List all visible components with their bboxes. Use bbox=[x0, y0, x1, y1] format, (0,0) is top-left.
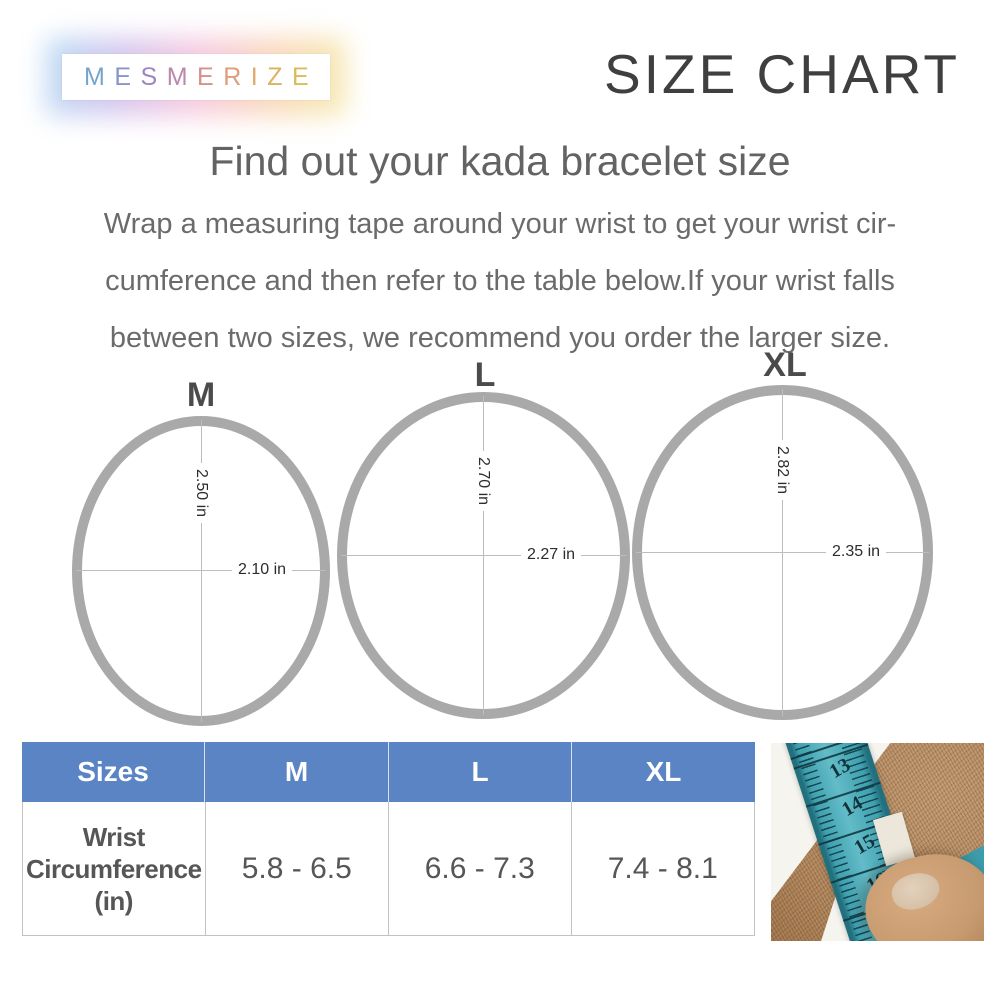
horizontal-diameter-label: 2.10 in bbox=[231, 560, 293, 580]
size-label-xl: XL bbox=[763, 346, 807, 384]
vertical-diameter-label: 2.70 in bbox=[472, 450, 494, 512]
vertical-diameter-label: 2.82 in bbox=[771, 439, 793, 501]
brand-letter: E bbox=[292, 62, 319, 91]
horizontal-diameter-label: 2.27 in bbox=[520, 545, 582, 565]
size-table-body-row: Wrist Circumference (in) 5.8 - 6.5 6.6 -… bbox=[22, 802, 755, 936]
intro-line: cumference and then refer to the table b… bbox=[105, 265, 895, 297]
brand-letter: M bbox=[166, 62, 198, 91]
header-cell-m: M bbox=[205, 742, 389, 802]
value-cell-xl: 7.4 - 8.1 bbox=[607, 851, 718, 885]
row-label-wrist-circumference: Wrist Circumference (in) bbox=[23, 802, 206, 935]
brand-letter: E bbox=[197, 62, 224, 91]
intro-paragraph: Wrap a measuring tape around your wrist … bbox=[0, 196, 1000, 367]
wrist-measurement-photo: 131415161718 bbox=[771, 743, 984, 941]
thumb-nail bbox=[887, 867, 945, 916]
vertical-diameter-label: 2.50 in bbox=[190, 462, 212, 524]
intro-line: Wrap a measuring tape around your wrist … bbox=[103, 208, 897, 240]
value-cell-l: 6.6 - 7.3 bbox=[389, 802, 572, 935]
horizontal-axis-line bbox=[636, 552, 929, 553]
bangle-diagram-xl: XL 2.82 in 2.35 in bbox=[625, 338, 945, 732]
horizontal-diameter-label: 2.35 in bbox=[825, 542, 887, 562]
brand-letter: M bbox=[84, 62, 115, 91]
header-cell-sizes: Sizes bbox=[22, 742, 205, 802]
section-heading: Find out your kada bracelet size bbox=[209, 138, 791, 184]
tape-number: 14 bbox=[838, 791, 867, 821]
brand-letter: E bbox=[114, 62, 141, 91]
header-cell-l: L bbox=[389, 742, 572, 802]
intro-line: between two sizes, we recommend you orde… bbox=[109, 322, 891, 354]
brand-letter: I bbox=[250, 62, 268, 91]
vertical-axis-line bbox=[201, 420, 202, 722]
brand-letter: R bbox=[223, 62, 251, 91]
bangle-diagram-l: L 2.70 in 2.27 in bbox=[330, 346, 640, 732]
tape-number: 13 bbox=[825, 753, 855, 783]
size-table-header-row: Sizes M L XL bbox=[22, 742, 755, 802]
horizontal-axis-line bbox=[76, 570, 326, 571]
size-label-l: L bbox=[474, 356, 496, 394]
horizontal-axis-line bbox=[341, 555, 626, 556]
brand-letter: Z bbox=[267, 62, 293, 91]
size-table: Sizes M L XL Wrist Circumference (in) 5.… bbox=[22, 742, 755, 936]
size-label-m: M bbox=[186, 376, 216, 414]
bangle-diagram-m: M 2.50 in 2.10 in bbox=[62, 370, 340, 732]
header-cell-xl: XL bbox=[645, 756, 682, 787]
value-cell-m: 5.8 - 6.5 bbox=[206, 802, 389, 935]
page-title: SIZE CHART bbox=[604, 43, 960, 105]
brand-letter: S bbox=[140, 62, 167, 91]
